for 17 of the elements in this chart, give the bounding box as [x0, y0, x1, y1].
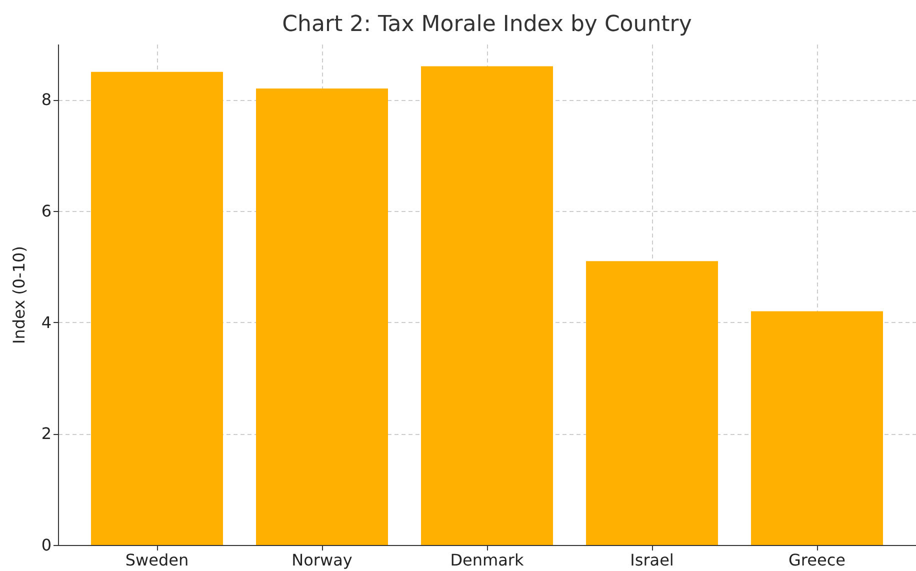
chart-title: Chart 2: Tax Morale Index by Country	[282, 12, 692, 37]
x-tick-label: Sweden	[125, 550, 189, 570]
bar	[586, 261, 718, 545]
y-tick-label: 4	[41, 312, 52, 332]
y-tick-label: 0	[41, 536, 52, 554]
x-tick-label: Israel	[630, 550, 674, 570]
bar	[91, 72, 223, 545]
y-tick-label: 8	[41, 90, 52, 110]
x-tick-label: Denmark	[450, 550, 524, 570]
y-tick-label: 6	[41, 202, 52, 220]
y-tick-label: 2	[41, 424, 52, 444]
x-tick-label: Greece	[788, 550, 846, 570]
x-tick-label: Norway	[292, 550, 352, 570]
bar	[751, 311, 883, 545]
y-axis-title: Index (0-10)	[9, 246, 28, 344]
bar	[256, 88, 388, 545]
bar	[421, 66, 553, 545]
